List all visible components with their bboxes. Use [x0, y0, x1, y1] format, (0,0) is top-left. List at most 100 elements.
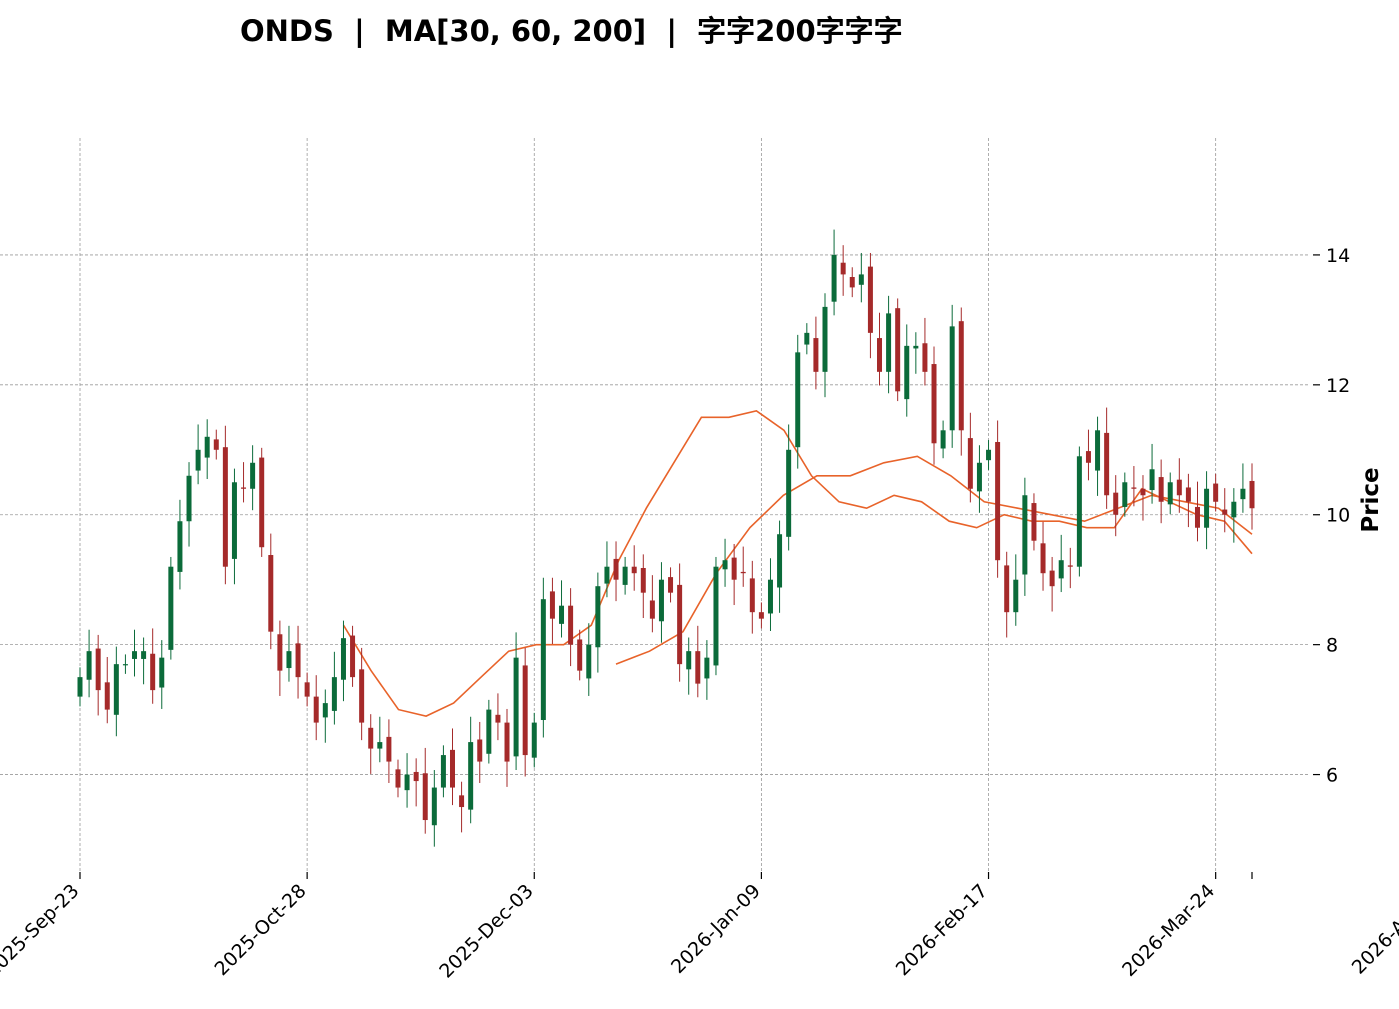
candle — [268, 533, 274, 650]
candle-body — [340, 638, 346, 680]
candle — [86, 629, 92, 698]
candle — [622, 556, 628, 595]
candle-body — [313, 696, 319, 723]
candle-body — [486, 709, 492, 754]
candle — [477, 721, 483, 784]
candle-body — [867, 266, 873, 333]
candle — [368, 714, 374, 774]
candle-body — [186, 475, 192, 522]
candle-body — [640, 568, 646, 593]
candle-body — [668, 577, 674, 593]
candle-body — [895, 308, 901, 392]
candle — [786, 424, 792, 551]
candle-body — [1158, 477, 1164, 502]
candle-body — [113, 664, 119, 715]
candle-body — [495, 714, 501, 723]
candle-body — [159, 657, 165, 688]
candle-body — [559, 605, 565, 624]
candle-body — [695, 651, 701, 684]
candle-body — [295, 643, 301, 678]
candle-body — [749, 578, 755, 613]
candle — [468, 716, 474, 824]
candle — [758, 602, 764, 629]
candle-body — [940, 430, 946, 449]
candle-body — [204, 436, 210, 458]
candle — [1131, 466, 1137, 507]
candle — [1122, 472, 1128, 517]
candle-body — [459, 795, 465, 808]
candle-body — [440, 755, 446, 788]
candle — [604, 541, 610, 598]
candle — [804, 323, 810, 355]
candle-body — [804, 332, 810, 345]
candle-body — [704, 657, 710, 679]
candle — [513, 632, 519, 771]
candle-body — [877, 338, 883, 372]
candle-body — [767, 579, 773, 614]
candle-body — [1004, 565, 1010, 613]
candle-body — [949, 326, 955, 431]
candle — [640, 554, 646, 619]
candle — [658, 562, 664, 643]
y-axis-label: Price — [1358, 467, 1384, 532]
candle-body — [740, 571, 746, 574]
candle — [350, 625, 356, 687]
grid-layer — [0, 138, 1310, 872]
candle-body — [1131, 487, 1137, 489]
candle-body — [431, 787, 437, 826]
candle-body — [540, 599, 546, 721]
candle-body — [822, 306, 828, 372]
candle — [195, 424, 201, 485]
candle — [259, 447, 265, 557]
candle-body — [595, 586, 601, 648]
candle-body — [577, 639, 583, 671]
candle — [422, 747, 428, 834]
candle-body — [1104, 432, 1110, 496]
candle-body — [331, 677, 337, 711]
candle — [1004, 551, 1010, 638]
candle — [440, 745, 446, 798]
candle-body — [922, 343, 928, 372]
candle — [867, 252, 873, 359]
candle — [931, 346, 937, 465]
candle — [940, 420, 946, 459]
candle — [204, 419, 210, 480]
candle — [813, 316, 819, 390]
candle — [186, 462, 192, 547]
candle-body — [359, 669, 365, 723]
candle-body — [586, 644, 592, 679]
candle — [795, 334, 801, 469]
candle — [722, 538, 728, 587]
x-tick-label: 2025-Sep-23 — [0, 880, 84, 982]
candle-body — [277, 634, 283, 671]
candle-body — [304, 682, 310, 697]
candle-body — [613, 558, 619, 580]
candle — [1149, 443, 1155, 504]
candle — [849, 267, 855, 298]
candle-body — [150, 653, 156, 691]
candle — [404, 753, 410, 808]
candle — [1204, 471, 1210, 550]
candle-body — [713, 566, 719, 666]
candle — [686, 637, 692, 695]
candle — [95, 634, 101, 716]
candle — [113, 646, 119, 737]
candle — [359, 647, 365, 741]
candle — [222, 425, 228, 585]
candle — [295, 625, 301, 699]
candle — [213, 429, 219, 460]
candle — [168, 556, 174, 660]
candle-body — [468, 742, 474, 810]
candle — [976, 445, 982, 513]
candle-body — [1231, 501, 1237, 518]
candle-body — [786, 449, 792, 537]
candle — [1076, 446, 1082, 577]
x-tick-label: 2026-Feb-17 — [892, 880, 992, 980]
candle-body — [477, 739, 483, 762]
candle — [949, 304, 955, 448]
candle-body — [1240, 488, 1246, 500]
candle — [1222, 488, 1228, 533]
candle — [586, 623, 592, 696]
candle-body — [95, 648, 101, 691]
